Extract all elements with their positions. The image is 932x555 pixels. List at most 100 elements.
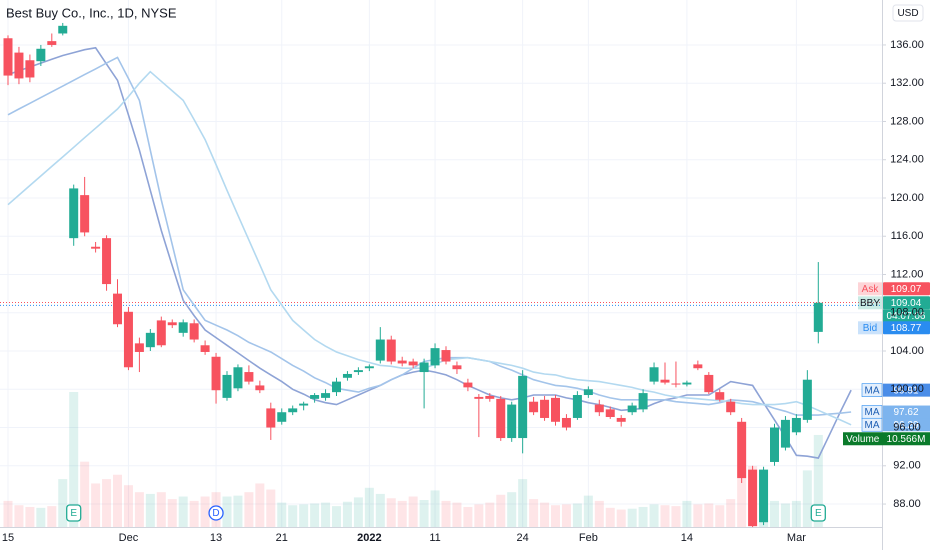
bid-value: 108.77 — [891, 323, 922, 334]
currency[interactable]: USD — [897, 8, 918, 19]
volume-bar — [551, 505, 560, 527]
volume-bar — [408, 496, 418, 527]
event-marker[interactable] — [810, 504, 826, 522]
volume-bar — [791, 500, 801, 527]
ma-value: 97.62 — [893, 407, 918, 418]
countdown: 04:07:06 — [887, 311, 926, 322]
volume-bar — [474, 504, 484, 527]
candle-body — [671, 383, 681, 385]
candle-body — [211, 356, 221, 391]
candle-body — [594, 404, 604, 413]
bid-name-box — [858, 321, 882, 335]
candle-body — [69, 188, 79, 239]
volume-bar — [156, 492, 166, 527]
y-tick-label: 108.00 — [890, 307, 924, 319]
candle-body — [496, 398, 506, 439]
volume-bar — [80, 461, 90, 527]
volume-bar — [649, 504, 659, 527]
volume-bar — [266, 489, 276, 527]
candle-body — [233, 367, 243, 389]
candle-body — [80, 195, 90, 233]
candle-body — [507, 404, 517, 439]
moving-average-line — [7, 70, 852, 426]
candle-body — [386, 339, 396, 362]
candle-body — [551, 397, 560, 422]
candle-body — [36, 48, 46, 62]
volume-bar — [178, 496, 188, 527]
candle-body — [14, 52, 24, 79]
volume-bar — [288, 505, 298, 527]
y-tick-label: 128.00 — [890, 115, 924, 127]
x-tick-label: 14 — [681, 532, 693, 544]
volume-bar — [737, 479, 747, 527]
volume-bar — [222, 496, 232, 527]
candle-body — [748, 469, 758, 527]
ma-value: 96.29 — [893, 420, 918, 431]
candle-body — [737, 421, 747, 479]
y-tick-label: 136.00 — [890, 39, 924, 51]
volume-bar — [397, 500, 407, 527]
volume-bar — [332, 506, 341, 527]
candle-body — [342, 373, 352, 378]
y-tick-label: 104.00 — [890, 345, 924, 357]
volume-bar — [386, 498, 396, 527]
volume-bar — [419, 500, 429, 527]
volume-bar — [113, 474, 122, 527]
volume-bar — [69, 392, 79, 527]
volume-bar — [770, 500, 779, 527]
volume-bar — [813, 434, 823, 527]
y-tick-label: 92.00 — [893, 460, 921, 472]
volume-bar — [616, 509, 626, 527]
ma-name: MA — [865, 407, 880, 418]
candle-body — [616, 417, 626, 422]
y-tick-label: 96.00 — [893, 421, 921, 433]
bid-value-box — [883, 321, 930, 335]
volume-bar — [14, 505, 24, 527]
candle-body — [167, 322, 177, 326]
countdown-box — [883, 309, 930, 323]
currency-box[interactable] — [892, 4, 924, 22]
x-tick-label: 2022 — [357, 532, 381, 544]
candle-body — [397, 360, 407, 364]
volume-bar — [36, 507, 46, 527]
ma-value-box — [883, 418, 930, 432]
candle-body — [485, 395, 495, 399]
event-marker[interactable] — [208, 505, 224, 521]
candle-body — [25, 60, 35, 78]
candle-body — [770, 427, 779, 462]
volume-bar — [91, 483, 101, 527]
candle-body — [660, 379, 670, 383]
volume-bar — [605, 507, 615, 527]
candle-body — [463, 382, 473, 388]
volume-bar — [802, 470, 812, 527]
event-marker[interactable] — [66, 504, 82, 522]
volume-bar — [507, 492, 517, 527]
candle-body — [529, 401, 539, 413]
volume-bar — [572, 503, 582, 527]
ma-name-box — [861, 383, 883, 397]
candle-body — [452, 365, 462, 370]
candle-body — [244, 372, 254, 382]
volume-bar — [594, 500, 604, 527]
volume-bar — [255, 483, 265, 527]
volume-bar — [353, 497, 363, 527]
last-value: 109.04 — [891, 298, 922, 309]
candle-body — [419, 362, 429, 373]
ma-name: MA — [865, 385, 880, 396]
x-tick-label: Dec — [119, 532, 139, 544]
volume-bar — [682, 500, 692, 527]
event-label: E — [70, 508, 77, 519]
event-label: E — [815, 508, 822, 519]
volume-bar — [25, 506, 35, 527]
volume-bar — [134, 492, 144, 527]
volume-bar — [660, 505, 670, 527]
volume-bar — [704, 503, 714, 527]
volume-bar — [726, 499, 736, 527]
volume-bar — [189, 500, 199, 527]
candle-body — [715, 392, 725, 400]
candle-body — [572, 395, 582, 418]
ask-name-box — [858, 282, 882, 296]
x-tick-label: 21 — [276, 532, 288, 544]
candle-body — [561, 417, 571, 428]
volume-bar — [342, 501, 352, 527]
